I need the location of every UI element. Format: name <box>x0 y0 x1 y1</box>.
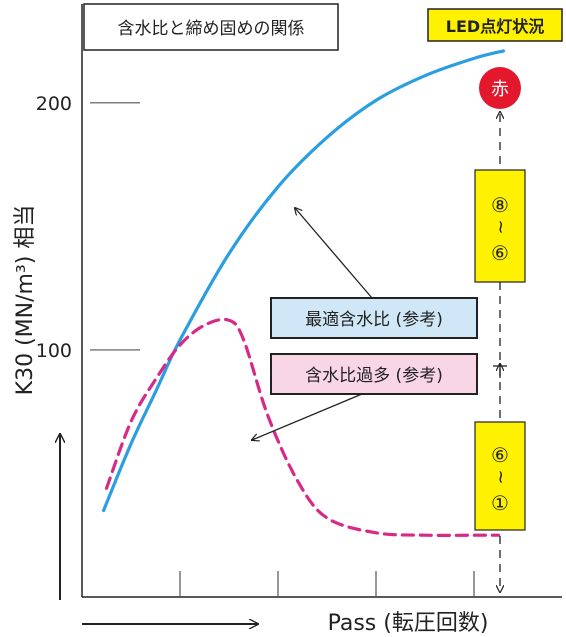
led-lower-range-box <box>474 421 526 531</box>
pointer-excess <box>252 393 363 440</box>
led-lower-range-top: ⑥ <box>491 443 509 467</box>
led-title-box <box>427 8 563 42</box>
x-axis-label: Pass (転圧回数) <box>328 611 489 636</box>
led-upper-range-box <box>474 169 526 283</box>
led-upper-range-bottom: ⑥ <box>491 241 509 265</box>
led-title: LED点灯状況 <box>446 17 544 36</box>
y-axis-label: K30 (MN/m³) 相当 <box>13 205 38 396</box>
x-axis-ticks <box>179 571 475 597</box>
chart-title: 含水比と締め固めの関係 <box>118 19 305 39</box>
y-tick-label-1: 200 <box>36 93 72 115</box>
led-upper-range-top: ⑧ <box>491 193 509 217</box>
y-tick-label-0: 100 <box>36 340 72 362</box>
plot-frame <box>81 4 562 598</box>
legend-excess-label: 含水比過多 (参考) <box>305 366 443 386</box>
legend-excess: 含水比過多 (参考) <box>270 353 478 395</box>
chart-title-box: 含水比と締め固めの関係 <box>83 3 339 51</box>
legend-optimal-label: 最適含水比 (参考) <box>305 310 443 330</box>
led-upper-range-tilde: ~ <box>490 219 511 234</box>
led-panel: LED点灯状況 赤 ⑧ ~ ⑥ ⑥ ~ ① <box>427 8 563 592</box>
led-red-indicator <box>479 67 521 109</box>
series-layer <box>102 49 505 537</box>
led-lower-range-tilde: ~ <box>490 469 511 484</box>
legend-optimal: 最適含水比 (参考) <box>270 297 478 339</box>
led-red-label: 赤 <box>491 79 509 100</box>
series-line-0 <box>102 49 505 513</box>
pointer-optimal <box>295 208 373 299</box>
series-line-1 <box>104 317 501 537</box>
y-axis-ticks: 100 200 <box>36 93 140 362</box>
led-lower-range-bottom: ① <box>491 491 509 515</box>
